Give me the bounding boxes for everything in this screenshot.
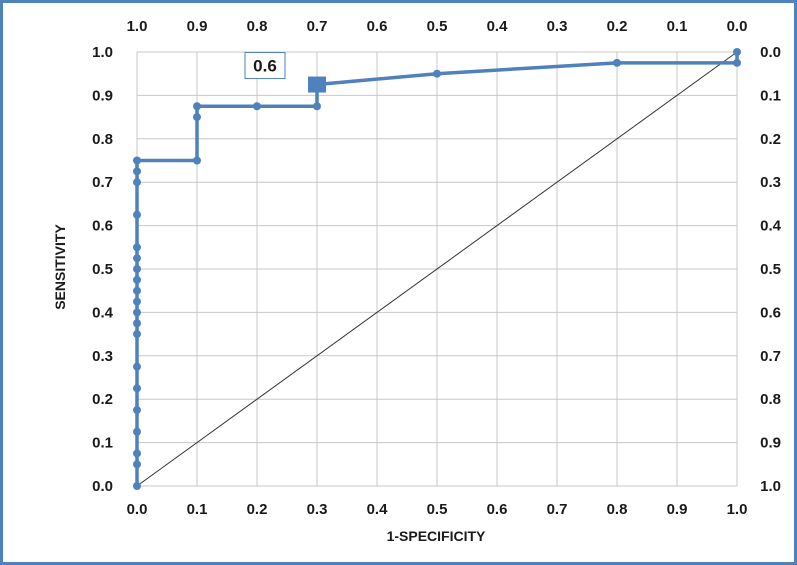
y-axis-title: SENSITIVITY	[52, 224, 68, 310]
roc-point	[253, 102, 261, 111]
roc-point	[133, 178, 141, 187]
roc-point	[133, 427, 141, 436]
y-tick-label: 0.3	[92, 348, 113, 365]
y-tick-label: 0.5	[92, 261, 113, 278]
roc-point	[133, 449, 141, 458]
y-tick-label: 1.0	[92, 44, 113, 61]
roc-point	[193, 102, 201, 111]
right-tick-label: 0.1	[760, 87, 781, 104]
roc-point	[133, 243, 141, 252]
roc-point	[133, 362, 141, 371]
y-tick-label: 0.4	[92, 304, 114, 321]
x-tick-label: 0.5	[427, 501, 448, 518]
top-tick-label: 0.3	[547, 18, 568, 35]
roc-series	[133, 48, 741, 490]
right-axis-ticks: 1.0 0.9 0.8 0.7 0.6 0.5 0.4 0.3 0.2 0.1 0.0	[760, 44, 782, 495]
roc-point	[433, 69, 441, 78]
right-tick-label: 0.9	[760, 435, 781, 452]
roc-point	[133, 406, 141, 415]
right-tick-label: 0.8	[760, 391, 781, 408]
cutoff-label-box	[244, 52, 286, 80]
roc-point	[613, 58, 621, 67]
y-tick-label: 0.7	[92, 174, 113, 191]
right-tick-label: 0.2	[760, 131, 781, 148]
roc-point	[133, 308, 141, 317]
roc-point	[133, 167, 141, 176]
chance-line	[136, 51, 738, 487]
x-tick-label: 0.9	[667, 501, 688, 518]
x-tick-label: 0.4	[367, 501, 389, 518]
top-tick-label: 0.6	[367, 18, 388, 35]
x-tick-label: 0.7	[547, 501, 568, 518]
roc-point	[133, 265, 141, 273]
top-tick-label: 0.7	[307, 18, 328, 35]
roc-point	[133, 319, 141, 328]
right-tick-label: 1.0	[760, 478, 781, 495]
y-tick-label: 0.6	[92, 218, 113, 235]
roc-point	[133, 156, 141, 165]
right-tick-label: 0.3	[760, 174, 781, 191]
right-tick-label: 0.7	[760, 348, 781, 365]
roc-point	[133, 254, 141, 263]
cutoff-marker	[308, 76, 326, 93]
top-tick-label: 1.0	[127, 18, 148, 35]
reference-diagonal	[136, 51, 738, 487]
top-tick-label: 0.8	[247, 18, 268, 35]
y-axis-ticks: 0.0 0.1 0.2 0.3 0.4 0.5 0.6 0.7 0.8 0.9 1.0	[92, 44, 114, 495]
roc-point	[193, 156, 201, 165]
top-tick-label: 0.5	[427, 18, 448, 35]
y-tick-label: 0.1	[92, 435, 113, 452]
y-tick-label: 0.2	[92, 391, 113, 408]
right-tick-label: 0.4	[760, 218, 782, 235]
x-tick-label: 0.6	[487, 501, 508, 518]
top-tick-label: 0.4	[487, 18, 509, 35]
y-tick-label: 0.9	[92, 87, 113, 104]
x-axis-title: 1-SPECIFICITY	[387, 528, 486, 544]
top-axis-ticks: 1.0 0.9 0.8 0.7 0.6 0.5 0.4 0.3 0.2 0.1 0.0	[127, 18, 748, 35]
roc-point	[733, 48, 741, 56]
roc-point	[133, 384, 141, 393]
right-tick-label: 0.0	[760, 44, 781, 61]
roc-point	[733, 58, 741, 67]
top-tick-label: 0.0	[727, 18, 748, 35]
top-tick-label: 0.9	[187, 18, 208, 35]
annotation: 0.6	[244, 52, 326, 93]
roc-point	[133, 330, 141, 339]
roc-point	[133, 286, 141, 295]
top-tick-label: 0.2	[607, 18, 628, 35]
x-axis-ticks: 0.0 0.1 0.2 0.3 0.4 0.5 0.6 0.7 0.8 0.9 1.0	[127, 501, 748, 518]
x-tick-label: 1.0	[727, 501, 748, 518]
roc-point	[133, 275, 141, 284]
x-tick-label: 0.0	[127, 501, 148, 518]
x-tick-label: 0.3	[307, 501, 328, 518]
x-tick-label: 0.8	[607, 501, 628, 518]
right-tick-label: 0.5	[760, 261, 781, 278]
roc-point	[133, 482, 141, 490]
roc-point	[313, 102, 321, 111]
x-tick-label: 0.1	[187, 501, 208, 518]
y-tick-label: 0.0	[92, 478, 113, 495]
right-tick-label: 0.6	[760, 304, 781, 321]
cutoff-label: 0.6	[253, 57, 277, 76]
roc-point	[133, 297, 141, 306]
roc-point	[133, 210, 141, 219]
top-tick-label: 0.1	[667, 18, 688, 35]
y-tick-label: 0.8	[92, 131, 113, 148]
roc-point	[193, 113, 201, 122]
x-tick-label: 0.2	[247, 501, 268, 518]
roc-point	[133, 460, 141, 469]
